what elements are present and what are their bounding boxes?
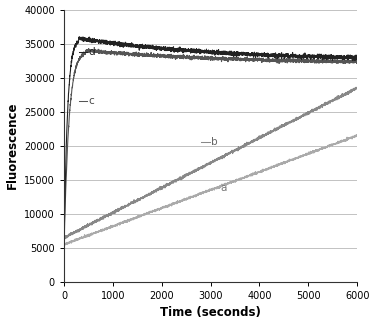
- Text: b: b: [211, 137, 217, 147]
- X-axis label: Time (seconds): Time (seconds): [160, 306, 261, 319]
- Y-axis label: Fluorescence: Fluorescence: [6, 102, 18, 189]
- Text: c: c: [88, 97, 94, 107]
- Text: a: a: [220, 183, 227, 193]
- Text: d: d: [88, 47, 95, 57]
